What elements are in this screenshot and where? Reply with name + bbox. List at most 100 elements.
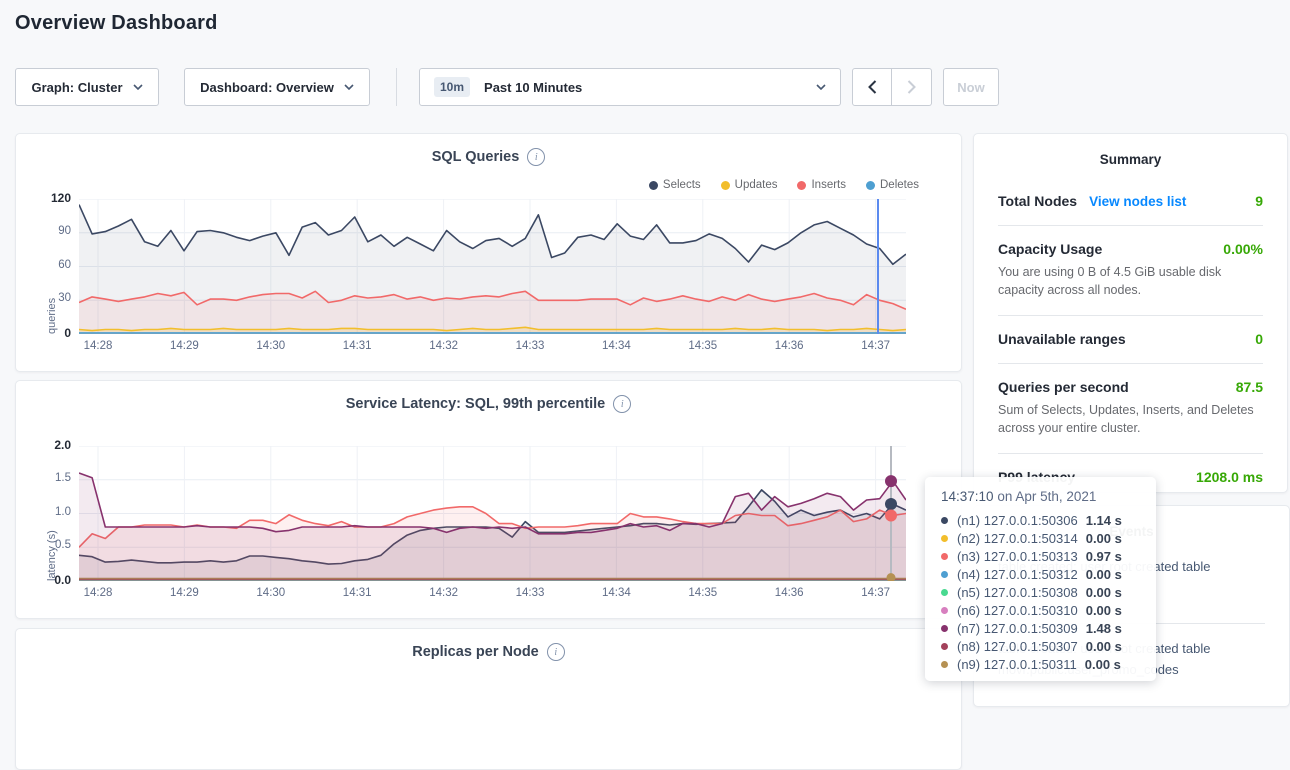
summary-row: Queries per second87.5Sum of Selects, Up… — [998, 364, 1263, 454]
node-latency-value: 1.14 s — [1086, 513, 1122, 528]
tooltip-timestamp: 14:37:10 on Apr 5th, 2021 — [941, 489, 1142, 504]
node-address: (n4) 127.0.0.1:50312 — [957, 567, 1078, 582]
summary-row-head: Capacity Usage0.00% — [998, 241, 1263, 257]
summary-label: Queries per second — [998, 379, 1129, 395]
dashboard-controls: Graph: Cluster Dashboard: Overview 10m P… — [15, 68, 999, 106]
dashboard-dropdown-label: Dashboard: Overview — [200, 80, 334, 95]
x-axis-ticks: 14:2814:2914:3014:3114:3214:3314:3414:35… — [16, 587, 961, 603]
legend-label: Inserts — [811, 179, 846, 191]
tooltip-node-row: (n8) 127.0.0.1:50307 0.00 s — [941, 637, 1142, 655]
tooltip-node-row: (n2) 127.0.0.1:50314 0.00 s — [941, 529, 1142, 547]
info-icon[interactable]: i — [613, 395, 631, 413]
sql-queries-chart-panel: SQL Queries i Selects Updates Inserts Delet… — [15, 133, 962, 372]
summary-panel: Summary Total NodesView nodes list9Capac… — [973, 133, 1288, 493]
x-tick-label: 14:29 — [170, 587, 199, 599]
chevron-down-icon — [133, 84, 143, 90]
legend-item-deletes[interactable]: Deletes — [866, 179, 919, 191]
summary-title: Summary — [998, 152, 1263, 167]
legend-item-inserts[interactable]: Inserts — [797, 179, 846, 191]
x-tick-label: 14:36 — [775, 340, 804, 352]
info-icon[interactable]: i — [527, 148, 545, 166]
summary-row: Capacity Usage0.00% You are using 0 B of … — [998, 226, 1263, 316]
node-address: (n7) 127.0.0.1:50309 — [957, 621, 1078, 636]
x-tick-label: 14:33 — [516, 340, 545, 352]
info-icon[interactable]: i — [547, 643, 565, 661]
x-tick-label: 14:36 — [775, 587, 804, 599]
node-address: (n2) 127.0.0.1:50314 — [957, 531, 1078, 546]
y-tick-label: 60 — [16, 259, 71, 271]
view-nodes-list-link[interactable]: View nodes list — [1089, 194, 1186, 209]
x-tick-label: 14:30 — [256, 587, 285, 599]
legend-item-selects[interactable]: Selects — [649, 179, 701, 191]
y-tick-label: 1.5 — [16, 472, 71, 484]
node-latency-value: 1.48 s — [1086, 621, 1122, 636]
summary-row: Unavailable ranges0 — [998, 316, 1263, 364]
summary-rows: Total NodesView nodes list9Capacity Usag… — [998, 193, 1263, 501]
graph-dropdown-label: Graph: Cluster — [31, 80, 122, 95]
node-latency-value: 0.00 s — [1085, 657, 1121, 672]
next-range-button[interactable] — [892, 68, 932, 106]
tooltip-node-row: (n5) 127.0.0.1:503080.00 s — [941, 583, 1142, 601]
dashboard-dropdown[interactable]: Dashboard: Overview — [184, 68, 370, 106]
x-tick-label: 14:35 — [688, 587, 717, 599]
y-tick-label: 90 — [16, 225, 71, 237]
service-latency-plot[interactable] — [79, 446, 906, 581]
summary-label: Unavailable ranges — [998, 331, 1126, 347]
tooltip-rows: (n1) 127.0.0.1:503061.14 s(n2) 127.0.0.1… — [941, 511, 1142, 673]
node-address: (n5) 127.0.0.1:50308 — [957, 585, 1078, 600]
node-address: (n1) 127.0.0.1:50306 — [957, 513, 1078, 528]
x-tick-label: 14:28 — [84, 587, 113, 599]
y-axis-ticks: 0306090120 — [16, 134, 71, 371]
x-tick-label: 14:37 — [861, 587, 890, 599]
legend-dot — [866, 181, 875, 190]
time-window-selector[interactable]: 10m Past 10 Minutes — [419, 68, 841, 106]
chevron-down-icon — [816, 84, 826, 90]
summary-description: You are using 0 B of 4.5 GiB usable disk… — [998, 263, 1263, 299]
chart-hover-tooltip: 14:37:10 on Apr 5th, 2021 (n1) 127.0.0.1… — [925, 477, 1156, 681]
node-address: (n8) 127.0.0.1:50307 — [957, 639, 1078, 654]
summary-label: Capacity Usage — [998, 241, 1102, 257]
x-tick-label: 14:34 — [602, 587, 631, 599]
y-tick-label: 1.0 — [16, 506, 71, 518]
sql-queries-plot[interactable] — [79, 199, 906, 334]
legend-item-updates[interactable]: Updates — [721, 179, 778, 191]
time-range-pager — [852, 68, 932, 106]
x-tick-label: 14:30 — [256, 340, 285, 352]
tooltip-node-row: (n7) 127.0.0.1:50309 1.48 s — [941, 619, 1142, 637]
time-window-label: Past 10 Minutes — [484, 80, 582, 95]
chart-title: SQL Queries — [432, 149, 520, 165]
node-color-dot — [941, 643, 948, 650]
node-color-dot — [941, 607, 948, 614]
x-axis-ticks: 14:2814:2914:3014:3114:3214:3314:3414:35… — [16, 340, 961, 356]
controls-divider — [396, 68, 397, 106]
chart-title: Service Latency: SQL, 99th percentile — [346, 396, 606, 412]
prev-range-button[interactable] — [852, 68, 892, 106]
node-address: (n6) 127.0.0.1:50310 — [957, 603, 1078, 618]
x-tick-label: 14:35 — [688, 340, 717, 352]
y-axis-ticks: 0.00.51.01.52.0 — [16, 381, 71, 618]
tooltip-node-row: (n1) 127.0.0.1:50306 1.14 s — [941, 511, 1142, 529]
summary-label: Total Nodes — [998, 193, 1077, 209]
overview-dashboard-page: Overview Dashboard Graph: Cluster Dashbo… — [0, 0, 1290, 689]
legend-dot — [649, 181, 658, 190]
legend-dot — [797, 181, 806, 190]
node-latency-value: 0.00 s — [1086, 531, 1122, 546]
service-latency-chart-panel: Service Latency: SQL, 99th percentile i … — [15, 380, 962, 619]
y-tick-label: 30 — [16, 292, 71, 304]
y-tick-label: 0 — [16, 326, 71, 340]
node-latency-value: 0.00 s — [1086, 639, 1122, 654]
x-tick-label: 14:29 — [170, 340, 199, 352]
now-button[interactable]: Now — [943, 68, 999, 106]
y-tick-label: 2.0 — [16, 438, 71, 452]
x-tick-label: 14:34 — [602, 340, 631, 352]
x-tick-label: 14:32 — [429, 340, 458, 352]
legend-label: Selects — [663, 179, 701, 191]
x-tick-label: 14:32 — [429, 587, 458, 599]
node-color-dot — [941, 625, 948, 632]
graph-dropdown[interactable]: Graph: Cluster — [15, 68, 159, 106]
summary-value: 1208.0 ms — [1196, 469, 1263, 485]
summary-value: 87.5 — [1236, 379, 1263, 395]
tooltip-node-row: (n3) 127.0.0.1:503130.97 s — [941, 547, 1142, 565]
node-latency-value: 0.00 s — [1086, 567, 1122, 582]
x-tick-label: 14:33 — [516, 587, 545, 599]
